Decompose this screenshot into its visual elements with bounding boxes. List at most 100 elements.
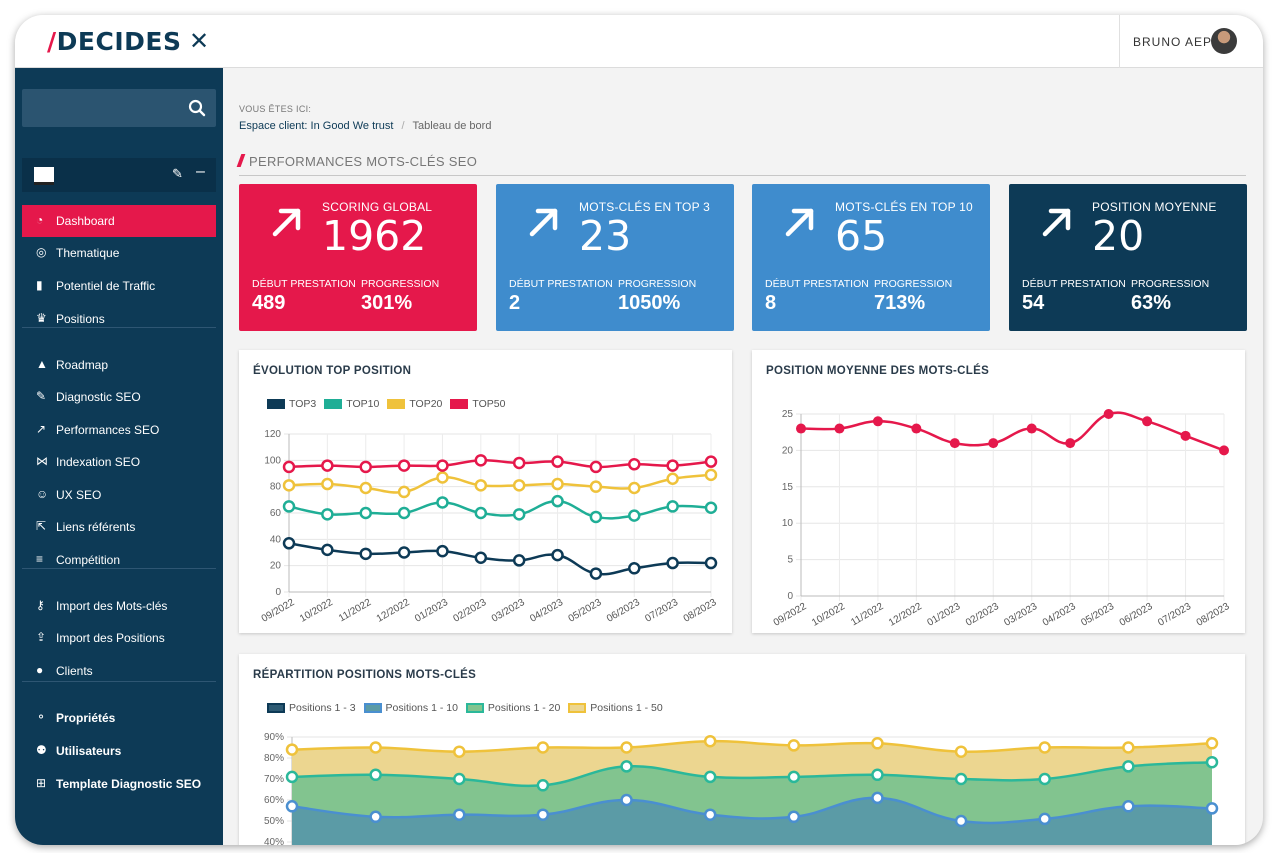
data-point: [704, 455, 718, 468]
sidebar-item-import-des-mots-cl-s[interactable]: ⚷ Import des Mots-clés: [22, 590, 216, 622]
data-point: [834, 423, 845, 434]
sidebar-item-template-diagnostic-seo[interactable]: ⊞ Template Diagnostic SEO: [22, 768, 216, 800]
legend-swatch: [568, 703, 587, 713]
sidebar-item-label: Utilisateurs: [56, 744, 122, 758]
close-icon[interactable]: ✕: [189, 27, 210, 55]
kpi-value: 20: [1092, 212, 1145, 260]
legend-item[interactable]: Positions 1 - 3: [267, 702, 356, 714]
sidebar-item-import-des-positions[interactable]: ⇪ Import des Positions: [22, 622, 216, 654]
data-point: [1026, 423, 1037, 434]
sidebar-item-label: Clients: [56, 664, 93, 678]
sidebar-item-propri-t-s[interactable]: ⚬ Propriétés: [22, 702, 216, 734]
data-point: [369, 741, 382, 754]
y-tick-label: 70%: [264, 774, 284, 785]
data-point: [512, 456, 526, 470]
breadcrumb-client-link[interactable]: Espace client: In Good We trust: [239, 120, 394, 132]
area-chart: 30%40%50%60%70%80%90%: [264, 732, 1219, 845]
sidebar-item-potentiel-de-traffic[interactable]: ▮ Potentiel de Traffic: [22, 270, 216, 302]
y-tick-label: 20: [270, 561, 282, 572]
data-point: [954, 772, 968, 786]
kpi-card: POSITION MOYENNE 20 DÉBUT PRESTATION PROGRE…: [1009, 184, 1247, 331]
search-icon[interactable]: [188, 99, 206, 117]
breadcrumb-prefix: VOUS ÊTES ICI:: [239, 104, 312, 114]
legend-item[interactable]: Positions 1 - 50: [568, 702, 663, 714]
title-accent: [236, 154, 246, 167]
legend-item[interactable]: Positions 1 - 20: [465, 702, 560, 714]
sidebar-item-thematique[interactable]: ◎ Thematique: [22, 237, 216, 269]
breadcrumb-current: Tableau de bord: [412, 120, 492, 132]
data-point: [282, 479, 296, 492]
data-point: [871, 768, 884, 782]
x-tick-label: 02/2023: [964, 601, 1001, 629]
user-name[interactable]: BRUNO AEP: [1133, 35, 1213, 49]
y-tick-label: 90%: [264, 732, 284, 743]
x-tick-label: 01/2023: [413, 597, 450, 625]
sidebar-item-utilisateurs[interactable]: ⚉ Utilisateurs: [22, 735, 216, 767]
legend-item[interactable]: TOP10: [324, 398, 379, 410]
sidebar-item-liens-r-f-rents[interactable]: ⇱ Liens référents: [22, 511, 216, 543]
x-tick-label: 09/2022: [260, 597, 297, 625]
top-position-chart-card: ÉVOLUTION TOP POSITION TOP3 TOP10 TOP20 TOP…: [239, 350, 732, 633]
data-point: [474, 551, 488, 565]
kpi-start-value: 8: [765, 292, 777, 314]
data-point: [1205, 737, 1219, 750]
legend-item[interactable]: TOP20: [387, 398, 442, 410]
sidebar-item-positions[interactable]: ♛ Positions: [22, 303, 216, 335]
data-point: [628, 562, 641, 575]
sidebar-item-performances-seo[interactable]: ↗ Performances SEO: [22, 414, 216, 446]
main-content: VOUS ÊTES ICI: Espace client: In Good We…: [223, 68, 1263, 845]
data-point: [285, 770, 299, 784]
data-point: [872, 416, 883, 427]
sidebar-divider: [22, 568, 216, 569]
search-input[interactable]: [22, 89, 216, 127]
x-tick-label: 08/2023: [1195, 601, 1232, 629]
sidebar-item-label: Roadmap: [56, 358, 109, 372]
kpi-title: MOTS-CLÉS EN TOP 10: [835, 200, 973, 214]
data-point: [359, 547, 372, 561]
data-point: [1038, 812, 1051, 826]
brand-logo[interactable]: /DECIDES: [47, 27, 182, 56]
sidebar-item-label: Compétition: [56, 553, 121, 567]
sidebar-item-roadmap[interactable]: ▲ Roadmap: [22, 349, 216, 381]
data-point: [474, 454, 488, 467]
trend-up-icon: [1042, 208, 1071, 237]
collapse-icon[interactable]: –: [196, 163, 205, 180]
legend-item[interactable]: TOP50: [450, 398, 505, 410]
sidebar-item-label: Import des Positions: [56, 631, 165, 645]
kpi-progress-label: PROGRESSION: [874, 278, 953, 290]
line-chart: 0 5 10 15 20 25 09/2022 10/2022 11/2022 12/2022 01…: [772, 409, 1232, 629]
dashboard-icon: ◔: [36, 213, 44, 227]
data-point: [704, 501, 718, 514]
sidebar-item-indexation-seo[interactable]: ⋈ Indexation SEO: [22, 446, 216, 478]
data-point: [1038, 772, 1051, 786]
sidebar-item-ux-seo[interactable]: ☺ UX SEO: [22, 479, 216, 511]
data-point: [453, 772, 466, 786]
data-point: [1065, 438, 1076, 449]
legend-item[interactable]: Positions 1 - 10: [363, 702, 458, 714]
data-point: [321, 477, 334, 491]
legend-label: Positions 1 - 50: [590, 702, 663, 714]
project-thumbnail: [34, 167, 54, 185]
legend-swatch: [324, 399, 343, 409]
data-point: [787, 739, 801, 752]
sidebar-item-label: Import des Mots-clés: [56, 599, 168, 613]
kpi-progress-value: 301%: [361, 292, 413, 314]
legend-item[interactable]: TOP3: [267, 398, 316, 410]
series-line: [288, 473, 712, 494]
battery-icon: ▮: [36, 278, 43, 292]
sidebar-item-clients[interactable]: ● Clients: [22, 655, 216, 687]
x-tick-label: 03/2023: [1002, 601, 1039, 629]
data-point: [551, 455, 564, 468]
list-ordered-icon: ≡: [36, 552, 44, 566]
sidebar-item-dashboard[interactable]: ◔ Dashboard: [22, 205, 216, 237]
y-tick-label: 0: [787, 591, 793, 602]
user-icon: ●: [36, 663, 44, 677]
sidebar-item-comp-tition[interactable]: ≡ Compétition: [22, 544, 216, 576]
sidebar-item-diagnostic-seo[interactable]: ✎ Diagnostic SEO: [22, 381, 216, 413]
kpi-progress-label: PROGRESSION: [1131, 278, 1210, 290]
y-tick-label: 100: [264, 455, 281, 466]
edit-icon[interactable]: ✎: [172, 166, 183, 181]
breadcrumb: Espace client: In Good We trust / Tableau …: [239, 120, 492, 132]
legend-label: TOP10: [346, 398, 380, 410]
avatar[interactable]: [1211, 28, 1237, 54]
